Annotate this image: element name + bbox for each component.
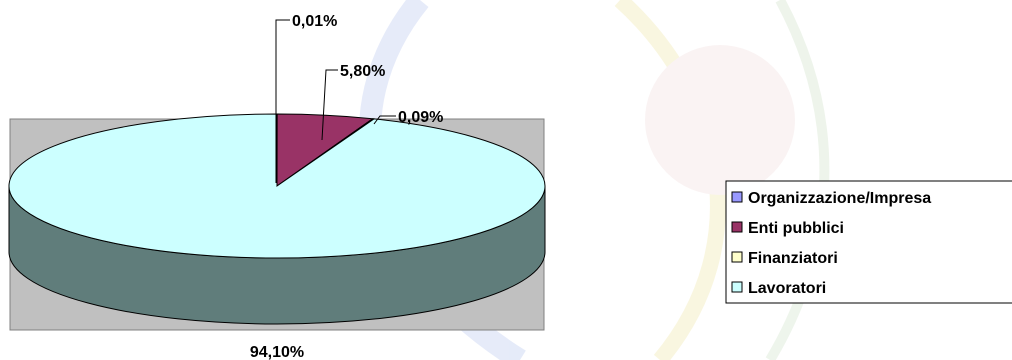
data-label-enti-pubblici: 5,80% bbox=[340, 63, 385, 80]
legend: Organizzazione/Impresa Enti pubblici Fin… bbox=[725, 180, 1012, 304]
legend-label-enti-pubblici: Enti pubblici bbox=[748, 220, 844, 237]
leader-line-enti-pubblici bbox=[321, 69, 338, 141]
legend-label-finanziatori: Finanziatori bbox=[748, 250, 838, 267]
data-labels: 0,01% 5,80% 0,09% 94,10% bbox=[250, 13, 444, 360]
leader-line-organizzazione bbox=[275, 19, 290, 183]
legend-swatch-enti-pubblici bbox=[731, 221, 743, 233]
pie-slice-lavoratori bbox=[8, 113, 546, 259]
data-label-lavoratori: 94,10% bbox=[250, 344, 304, 360]
legend-swatch-organizzazione bbox=[731, 191, 743, 203]
pie bbox=[8, 113, 546, 325]
legend-box bbox=[725, 180, 1012, 304]
legend-swatch-lavoratori bbox=[731, 281, 743, 293]
data-label-organizzazione: 0,01% bbox=[292, 13, 337, 30]
legend-swatch-finanziatori bbox=[731, 251, 743, 263]
leader-line-finanziatori bbox=[373, 115, 396, 125]
data-label-finanziatori: 0,09% bbox=[398, 109, 443, 126]
legend-label-lavoratori: Lavoratori bbox=[748, 280, 826, 297]
legend-label-organizzazione: Organizzazione/Impresa bbox=[748, 190, 931, 207]
